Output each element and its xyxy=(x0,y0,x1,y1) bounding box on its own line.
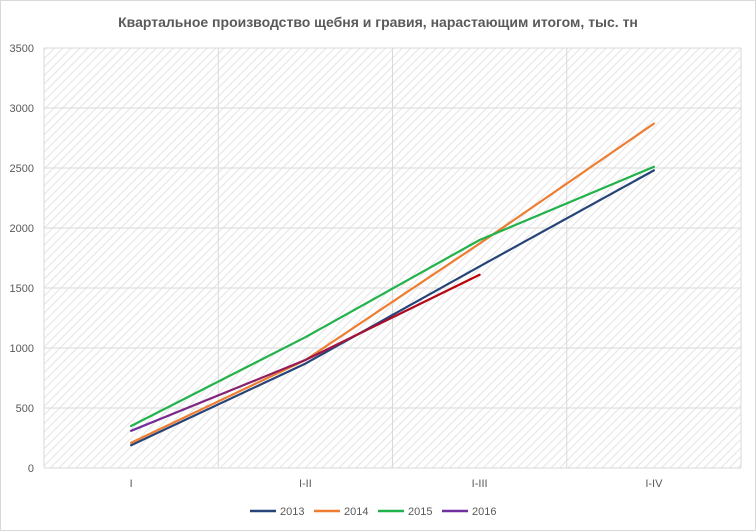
y-tick-label: 2000 xyxy=(10,223,34,235)
legend-label-2015: 2015 xyxy=(408,506,432,518)
series-line-2014 xyxy=(130,122,656,444)
y-tick-label: 1000 xyxy=(10,343,34,355)
legend-label-2013: 2013 xyxy=(280,506,304,518)
series-line-2015 xyxy=(130,165,656,428)
chart-title: Квартальное производство щебня и гравия,… xyxy=(118,14,638,30)
y-tick-label: 1500 xyxy=(10,283,34,295)
y-tick-label: 0 xyxy=(28,463,34,475)
y-tick-label: 2500 xyxy=(10,163,34,175)
y-tick-label: 3000 xyxy=(10,103,34,115)
y-tick-label: 3500 xyxy=(10,43,34,55)
x-tick-label: I-IV xyxy=(645,478,663,490)
legend-label-2016: 2016 xyxy=(472,506,496,518)
x-tick-label: I-II xyxy=(299,478,312,490)
x-tick-label: I xyxy=(130,478,133,490)
series-line-2016 xyxy=(130,273,481,432)
x-tick-label: I-III xyxy=(472,478,488,490)
series-line-2013 xyxy=(130,169,656,447)
legend-label-2014: 2014 xyxy=(344,506,368,518)
y-tick-label: 500 xyxy=(16,403,34,415)
